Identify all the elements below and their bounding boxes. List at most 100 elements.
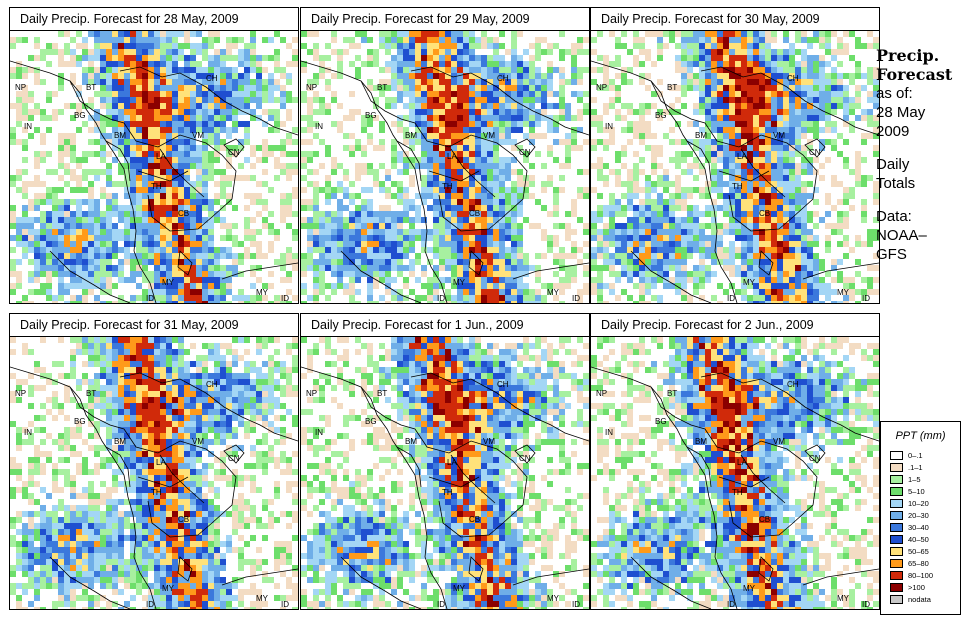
border-line (10, 366, 157, 609)
country-label-th: TH (442, 182, 453, 191)
border-line (410, 66, 589, 136)
forecast-panel: Daily Precip. Forecast for 30 May, 2009 N… (590, 7, 880, 304)
border-line (650, 80, 818, 232)
country-label-np: NP (306, 83, 318, 92)
country-label-la: LA (737, 152, 747, 161)
border-line (512, 262, 589, 280)
legend-label: 50–65 (908, 547, 929, 556)
country-label-bm: BM (695, 437, 707, 446)
panel-title: Daily Precip. Forecast for 29 May, 2009 (300, 7, 590, 31)
country-label-la: LA (156, 458, 166, 467)
country-label-cn: CN (809, 454, 821, 463)
panel-title: Daily Precip. Forecast for 30 May, 2009 (590, 7, 880, 31)
country-label-my: MY (837, 288, 849, 297)
panel-title: Daily Precip. Forecast for 31 May, 2009 (9, 313, 299, 337)
precip-map: NP BT CH IN BG BM VM CN LA TH CB MY ID MY ID (300, 336, 590, 610)
country-label-bg: BG (74, 111, 86, 120)
country-label-my: MY (256, 594, 268, 603)
country-label-vm: VM (192, 437, 204, 446)
country-label-cb: CB (469, 209, 481, 218)
country-label-id: ID (727, 294, 735, 303)
country-label-cn: CN (519, 454, 531, 463)
border-line (301, 366, 448, 609)
country-label-th: TH (151, 488, 162, 497)
legend-swatch (890, 535, 903, 544)
legend-item: 0–.1 (890, 450, 960, 461)
country-label-id: ID (727, 600, 735, 609)
country-label-bt: BT (377, 389, 388, 398)
border-line (410, 372, 589, 442)
border-line (718, 170, 770, 182)
country-label-cn: CN (809, 148, 821, 157)
country-label-la: LA (447, 152, 457, 161)
country-label-cn: CN (519, 148, 531, 157)
border-line (512, 568, 589, 586)
legend-label: 65–80 (908, 559, 929, 568)
forecast-panel: Daily Precip. Forecast for 2 Jun., 2009 N… (590, 313, 880, 610)
country-label-la: LA (156, 152, 166, 161)
country-label-bm: BM (405, 131, 417, 140)
legend-label: >100 (908, 583, 925, 592)
legend-label: .1–1 (908, 463, 923, 472)
border-line (223, 444, 245, 464)
border-line (740, 148, 786, 198)
border-line (10, 60, 157, 303)
panel-title: Daily Precip. Forecast for 1 Jun., 2009 (300, 313, 590, 337)
country-label-my: MY (837, 594, 849, 603)
legend-swatch (890, 511, 903, 520)
country-label-id: ID (146, 600, 154, 609)
legend-swatch (890, 475, 903, 484)
sidebar-data-line1: Data: (876, 208, 912, 225)
precip-field (591, 337, 879, 609)
country-label-bt: BT (377, 83, 388, 92)
legend-label: 5–10 (908, 487, 925, 496)
border-line (396, 446, 422, 488)
border-line (221, 568, 298, 586)
country-label-np: NP (306, 389, 318, 398)
country-label-my: MY (162, 584, 174, 593)
legend-item: 65–80 (890, 558, 960, 569)
legend-title: PPT (mm) (895, 430, 946, 442)
legend-swatch (890, 487, 903, 496)
sidebar-title-line1: Precip. (876, 46, 940, 65)
border-line (177, 250, 193, 276)
country-label-bt: BT (86, 389, 97, 398)
border-line (340, 250, 422, 303)
sidebar-asof: as of: (876, 85, 913, 102)
legend-label: 80–100 (908, 571, 934, 580)
border-line (740, 454, 786, 504)
border-line (69, 80, 237, 232)
legend-swatch (890, 499, 903, 508)
legend-label: 0–.1 (908, 451, 923, 460)
sidebar-info: Precip. Forecast as of: 28 May 2009 Dail… (876, 46, 964, 264)
country-label-id: ID (281, 600, 289, 609)
country-label-bt: BT (667, 389, 678, 398)
forecast-panel: Daily Precip. Forecast for 28 May, 2009 N… (9, 7, 299, 304)
border-line (468, 250, 484, 276)
legend-swatch (890, 451, 903, 460)
country-label-id: ID (572, 294, 580, 303)
country-label-id: ID (862, 600, 870, 609)
forecast-panel: Daily Precip. Forecast for 1 Jun., 2009 N… (300, 313, 590, 610)
legend-label: nodata (908, 595, 931, 604)
country-label-ch: CH (206, 74, 218, 83)
border-line (700, 66, 879, 136)
country-label-bg: BG (655, 417, 667, 426)
country-label-id: ID (437, 294, 445, 303)
country-label-bg: BG (74, 417, 86, 426)
border-line (159, 454, 205, 504)
forecast-panel: Daily Precip. Forecast for 29 May, 2009 N… (300, 7, 590, 304)
legend-item: 40–50 (890, 534, 960, 545)
country-label-bt: BT (667, 83, 678, 92)
border-line (428, 170, 480, 182)
country-label-cb: CB (469, 515, 481, 524)
sidebar-data-line3: GFS (876, 246, 907, 263)
precip-map: NP BT CH IN BG BM VM CN LA TH CB MY ID MY ID (9, 30, 299, 304)
border-line (758, 250, 774, 276)
border-line (700, 372, 879, 442)
country-label-ch: CH (787, 74, 799, 83)
border-line (301, 60, 448, 303)
sidebar-date-line1: 28 May (876, 104, 926, 121)
country-label-id: ID (572, 600, 580, 609)
legend-label: 1–5 (908, 475, 921, 484)
